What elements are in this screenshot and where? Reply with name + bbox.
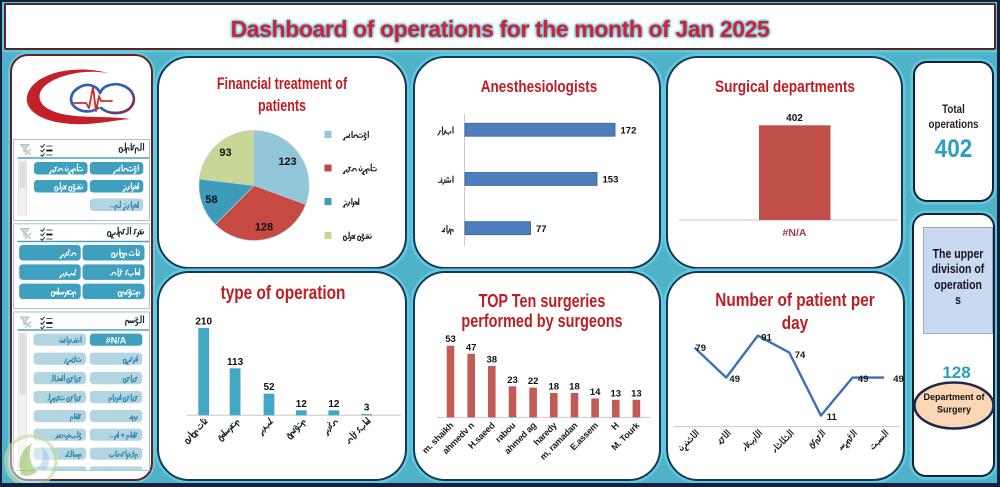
svg-text:3: 3 xyxy=(364,403,370,414)
svg-text:12: 12 xyxy=(296,399,308,410)
svg-text:22: 22 xyxy=(528,376,539,387)
svg-text:12: 12 xyxy=(328,399,340,410)
svg-text:Department of: Department of xyxy=(923,392,985,402)
svg-text:58: 58 xyxy=(205,194,217,206)
svg-text:14: 14 xyxy=(590,387,601,398)
svg-text:79: 79 xyxy=(695,343,706,354)
svg-text:172: 172 xyxy=(621,126,637,137)
svg-text:74: 74 xyxy=(795,350,806,361)
svg-text:123: 123 xyxy=(278,156,296,168)
svg-text:38: 38 xyxy=(487,354,498,365)
svg-text:13: 13 xyxy=(610,388,621,399)
svg-text:77: 77 xyxy=(536,224,547,235)
svg-text:18: 18 xyxy=(549,382,560,393)
svg-text:49: 49 xyxy=(729,374,740,385)
svg-text:#N/A: #N/A xyxy=(783,227,807,239)
svg-text:153: 153 xyxy=(603,175,619,186)
svg-text:H: H xyxy=(609,420,621,432)
svg-text:Surgery: Surgery xyxy=(937,405,971,415)
svg-text:18: 18 xyxy=(569,382,580,393)
svg-text:91: 91 xyxy=(761,332,772,343)
svg-text:210: 210 xyxy=(195,317,212,328)
svg-text:53: 53 xyxy=(445,334,456,345)
svg-text:47: 47 xyxy=(466,342,477,353)
svg-text:128: 128 xyxy=(255,222,273,234)
svg-text:93: 93 xyxy=(219,147,231,159)
svg-text:49: 49 xyxy=(893,374,904,385)
svg-text:13: 13 xyxy=(631,388,642,399)
svg-text:11: 11 xyxy=(827,412,838,423)
svg-text:52: 52 xyxy=(263,382,275,393)
svg-text:49: 49 xyxy=(858,374,869,385)
svg-text:113: 113 xyxy=(227,357,244,368)
svg-text:#N/A: #N/A xyxy=(106,335,127,345)
svg-text:402: 402 xyxy=(786,113,803,124)
svg-text:23: 23 xyxy=(507,375,518,386)
